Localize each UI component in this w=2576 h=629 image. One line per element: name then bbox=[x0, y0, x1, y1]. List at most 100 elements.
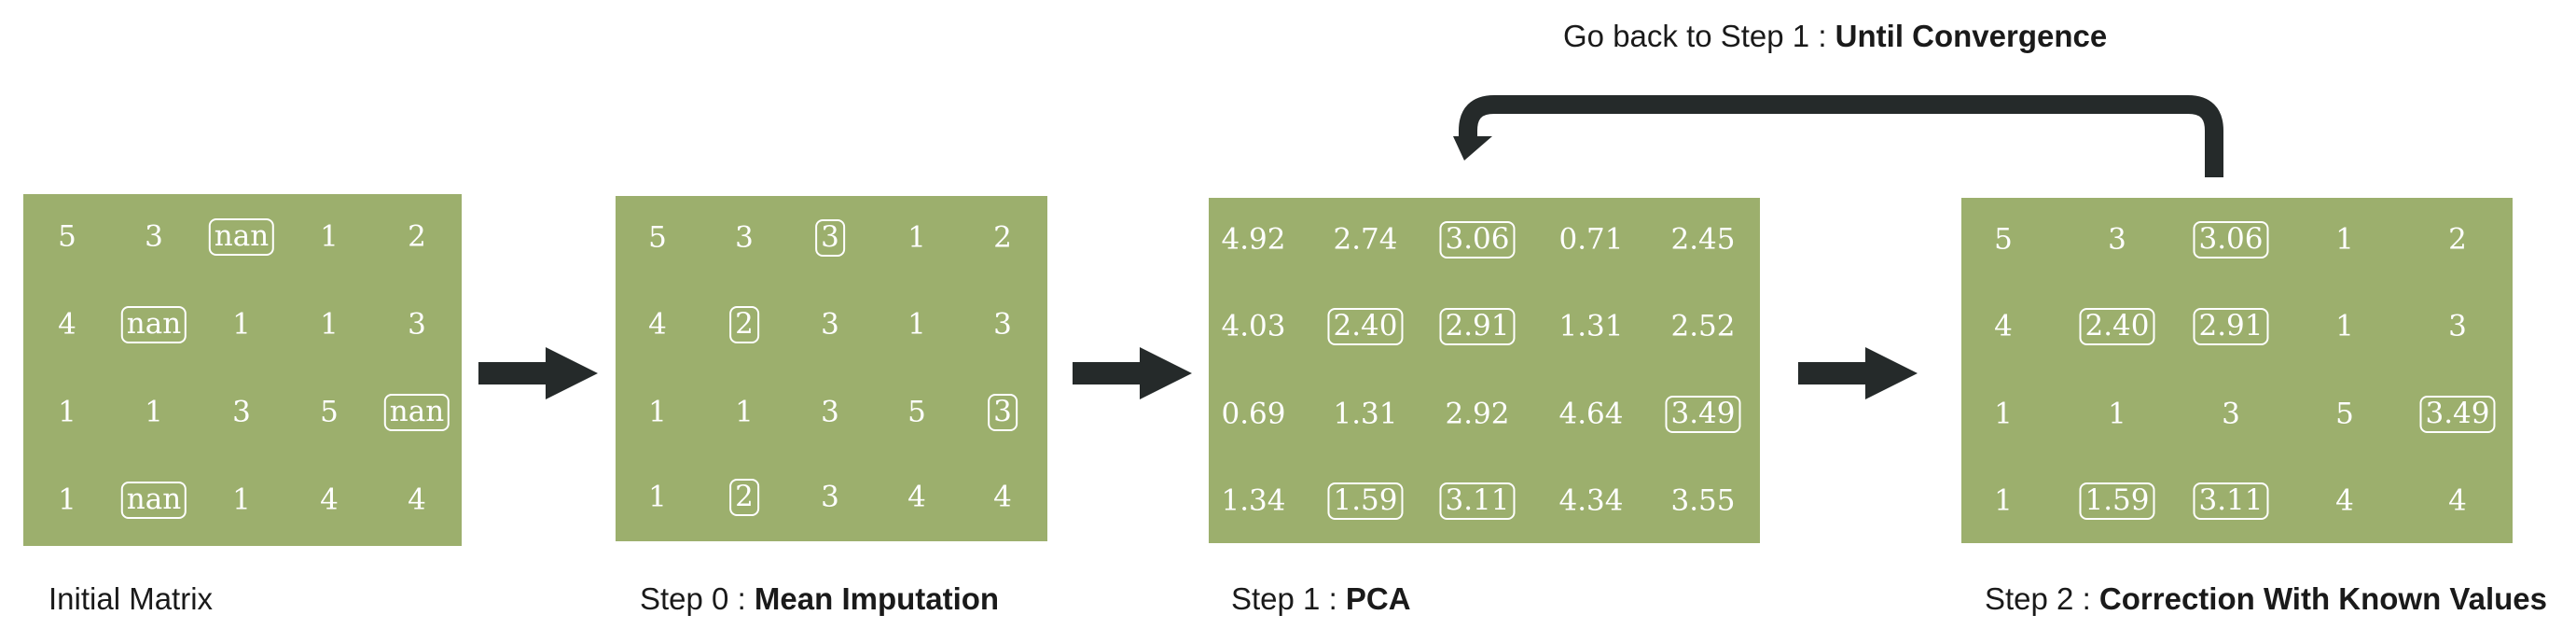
caption-prefix: Step 0 : bbox=[640, 581, 755, 616]
matrix-cell: 5 bbox=[58, 219, 76, 254]
matrix-cell: 5 bbox=[1994, 222, 2013, 257]
matrix-cell: 3 bbox=[408, 307, 426, 342]
matrix-cell: 1 bbox=[2335, 309, 2354, 343]
imputed-cell: 3.49 bbox=[2419, 396, 2496, 433]
caption-step1: Step 1 : PCA bbox=[1231, 581, 1411, 617]
matrix-cell: 4 bbox=[2335, 483, 2354, 518]
loop-arrow-body bbox=[1459, 95, 2223, 177]
matrix-cell: 3 bbox=[821, 307, 839, 342]
matrix-cell: 1 bbox=[232, 307, 251, 342]
imputed-cell: 2 bbox=[729, 306, 759, 343]
matrix-cell: 0.69 bbox=[1221, 397, 1286, 431]
arrow-right-icon bbox=[1798, 347, 1918, 399]
imputed-cell: 2 bbox=[729, 479, 759, 516]
matrix-cell: 1 bbox=[907, 307, 926, 342]
matrix-cell: 4 bbox=[2448, 483, 2467, 518]
matrix-step0-mean-imputation: 5 3 3 1 2 4 2 3 1 3 1 1 3 5 3 1 2 3 4 4 bbox=[616, 196, 1047, 541]
imputed-cell: 3.06 bbox=[1439, 221, 1516, 259]
matrix-cell: 1 bbox=[58, 395, 76, 429]
imputed-cell: 2.40 bbox=[2079, 308, 2155, 345]
matrix-cell: 4.34 bbox=[1558, 483, 1624, 518]
caption-bold: Correction With Known Values bbox=[2098, 581, 2548, 616]
matrix-cell: 4 bbox=[320, 482, 339, 517]
imputed-cell: nan bbox=[208, 218, 275, 256]
imputed-cell: 2.40 bbox=[1327, 308, 1404, 345]
arrow-right-icon bbox=[1073, 347, 1192, 399]
imputed-cell: 3.49 bbox=[1665, 396, 1741, 433]
matrix-cell: 3 bbox=[2222, 397, 2240, 431]
loop-label-bold: Until Convergence bbox=[1835, 19, 2108, 53]
caption-prefix: Initial Matrix bbox=[48, 581, 214, 616]
matrix-cell: 4 bbox=[408, 482, 426, 517]
imputed-cell: 3.11 bbox=[2193, 482, 2269, 520]
matrix-cell: 5 bbox=[648, 220, 667, 255]
imputed-cell: nan bbox=[120, 482, 187, 519]
matrix-cell: 1.31 bbox=[1333, 397, 1398, 431]
matrix-cell: 1 bbox=[907, 220, 926, 255]
matrix-cell: 1.31 bbox=[1558, 309, 1624, 343]
matrix-cell: 1 bbox=[648, 395, 667, 429]
matrix-cell: 2.52 bbox=[1670, 309, 1736, 343]
matrix-cell: 1 bbox=[1994, 483, 2013, 518]
matrix-cell: 4.64 bbox=[1558, 397, 1624, 431]
matrix-cell: 1 bbox=[735, 395, 754, 429]
caption-step0: Step 0 : Mean Imputation bbox=[640, 581, 999, 617]
matrix-step1-pca: 4.92 2.74 3.06 0.71 2.45 4.03 2.40 2.91 1.31 2.52… bbox=[1209, 198, 1760, 543]
caption-initial-matrix: Initial Matrix bbox=[48, 581, 213, 617]
imputed-cell: nan bbox=[383, 394, 450, 431]
caption-prefix: Step 1 : bbox=[1231, 581, 1346, 616]
matrix-cell: 2.74 bbox=[1333, 222, 1398, 257]
imputed-cell: 3.06 bbox=[2193, 221, 2269, 259]
matrix-cell: 3 bbox=[821, 395, 839, 429]
matrix-cell: 1 bbox=[2108, 397, 2126, 431]
imputed-cell: 3.11 bbox=[1439, 482, 1516, 520]
matrix-cell: 5 bbox=[2335, 397, 2354, 431]
loop-arrow-head bbox=[1453, 136, 1492, 161]
matrix-cell: 2 bbox=[2448, 222, 2467, 257]
matrix-cell: 1 bbox=[2335, 222, 2354, 257]
matrix-cell: 4 bbox=[993, 480, 1012, 514]
imputed-cell: 1.59 bbox=[1327, 482, 1404, 520]
matrix-cell: 2 bbox=[408, 219, 426, 254]
matrix-cell: 1 bbox=[320, 307, 339, 342]
matrix-cell: 1 bbox=[648, 480, 667, 514]
matrix-cell: 4.92 bbox=[1221, 222, 1286, 257]
caption-step2: Step 2 : Correction With Known Values bbox=[1985, 581, 2547, 617]
matrix-cell: 1 bbox=[232, 482, 251, 517]
matrix-cell: 4 bbox=[1994, 309, 2013, 343]
matrix-cell: 2 bbox=[993, 220, 1012, 255]
matrix-cell: 3.55 bbox=[1670, 483, 1736, 518]
matrix-cell: 4 bbox=[907, 480, 926, 514]
matrix-cell: 3 bbox=[821, 480, 839, 514]
matrix-cell: 3 bbox=[993, 307, 1012, 342]
matrix-cell: 5 bbox=[907, 395, 926, 429]
matrix-cell: 4 bbox=[58, 307, 76, 342]
imputed-cell: 3 bbox=[815, 219, 845, 257]
caption-prefix: Step 2 : bbox=[1985, 581, 2099, 616]
matrix-cell: 4 bbox=[648, 307, 667, 342]
matrix-cell: 1 bbox=[1994, 397, 2013, 431]
matrix-cell: 3 bbox=[145, 219, 163, 254]
matrix-cell: 2.45 bbox=[1670, 222, 1736, 257]
caption-bold: PCA bbox=[1345, 581, 1411, 616]
matrix-step2-correction: 5 3 3.06 1 2 4 2.40 2.91 1 3 1 1 3 5 3.49 1 1.59 3.11 4 4 bbox=[1961, 198, 2513, 543]
imputed-cell: 2.91 bbox=[2193, 308, 2269, 345]
imputed-cell: nan bbox=[120, 306, 187, 343]
loop-label: Go back to Step 1 : Until Convergence bbox=[1563, 19, 2107, 54]
imputed-cell: 2.91 bbox=[1439, 308, 1516, 345]
matrix-cell: 3 bbox=[2448, 309, 2467, 343]
imputed-cell: 3 bbox=[988, 394, 1018, 431]
matrix-cell: 2.92 bbox=[1445, 397, 1510, 431]
caption-bold: Mean Imputation bbox=[754, 581, 1000, 616]
matrix-cell: 1.34 bbox=[1221, 483, 1286, 518]
matrix-cell: 1 bbox=[320, 219, 339, 254]
matrix-cell: 0.71 bbox=[1558, 222, 1624, 257]
matrix-cell: 3 bbox=[735, 220, 754, 255]
matrix-cell: 3 bbox=[232, 395, 251, 429]
imputed-cell: 1.59 bbox=[2079, 482, 2155, 520]
arrow-right-icon bbox=[478, 347, 598, 399]
matrix-cell: 1 bbox=[145, 395, 163, 429]
matrix-initial: 5 3 nan 1 2 4 nan 1 1 3 1 1 3 5 nan 1 nan 1 4 4 bbox=[23, 194, 462, 546]
matrix-cell: 5 bbox=[320, 395, 339, 429]
